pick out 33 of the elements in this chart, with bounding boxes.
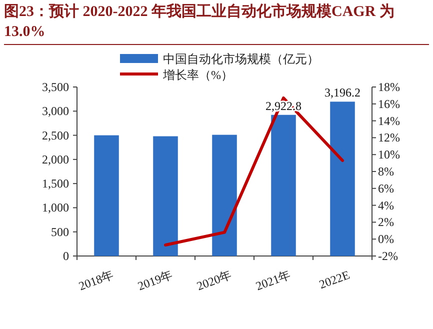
y-tick-label: 0 <box>63 249 69 263</box>
x-tick-label: 2019年 <box>136 268 175 294</box>
x-tick-label: 2020年 <box>194 268 234 294</box>
bar <box>330 102 355 256</box>
bar <box>153 136 178 256</box>
y2-tick-label: 16% <box>378 96 400 111</box>
y-tick-label: 3,000 <box>42 104 69 118</box>
y-tick-label: 2,500 <box>42 128 69 142</box>
y2-tick-label: 4% <box>378 198 394 212</box>
y-tick-label: 3,500 <box>42 80 69 94</box>
y2-tick-label: 6% <box>378 181 394 196</box>
y2-tick-label: 12% <box>378 130 400 145</box>
y-tick-label: 2,000 <box>42 152 69 166</box>
y-tick-label: 1,500 <box>42 176 69 191</box>
x-tick-label: 2022E <box>317 268 352 292</box>
y-tick-label: 1,000 <box>42 200 69 215</box>
y2-tick-label: 10% <box>378 148 400 162</box>
chart-title: 图23：预计 2020-2022 年我国工业自动化市场规模CAGR 为 13.0% <box>4 2 429 45</box>
y2-tick-label: 18% <box>378 80 400 94</box>
data-label: 3,196.2 <box>324 86 360 100</box>
legend-label: 中国自动化市场规模（亿元） <box>163 52 319 66</box>
x-tick-label: 2018年 <box>76 268 116 294</box>
y-tick-label: 500 <box>51 224 69 239</box>
x-tick-label: 2021年 <box>254 268 293 294</box>
legend-label: 增长率（%） <box>162 68 233 82</box>
bar <box>271 114 296 256</box>
bar <box>212 134 237 256</box>
y2-tick-label: 14% <box>378 114 400 128</box>
y2-tick-label: 8% <box>378 164 394 178</box>
y2-tick-label: 0% <box>378 232 394 246</box>
bar <box>94 135 119 256</box>
y2-tick-label: 2% <box>378 215 394 230</box>
y2-tick-label: -2% <box>378 249 398 263</box>
